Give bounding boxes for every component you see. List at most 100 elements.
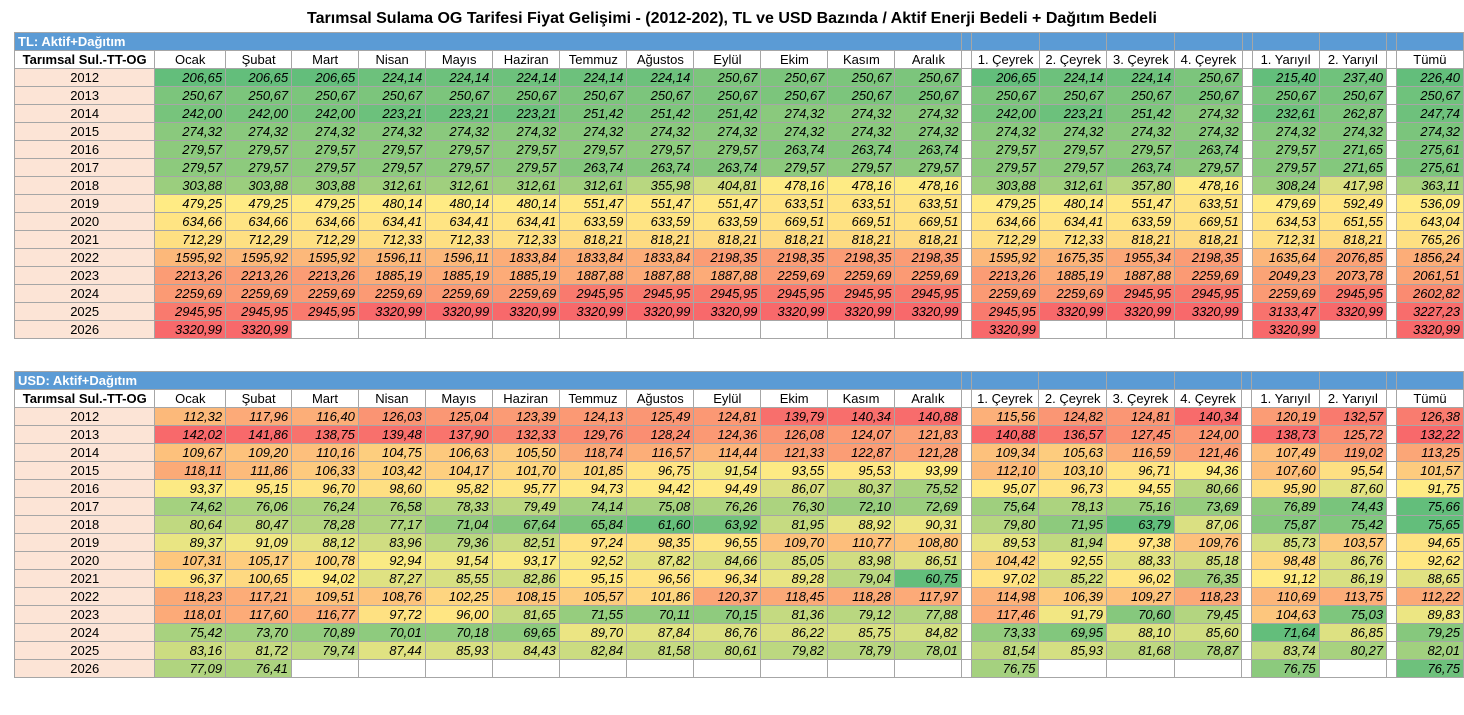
- value-cell: 70,11: [626, 605, 695, 624]
- value-cell: 121,46: [1173, 443, 1243, 462]
- value-cell: 87,84: [626, 623, 695, 642]
- year-cell: 2017: [13, 158, 156, 177]
- value-cell: 250,67: [693, 68, 762, 87]
- table-row: 2022 1595,92 1595,92 1595,92 1596,11 1596,11 1…: [13, 248, 1464, 267]
- value-cell: 91,54: [424, 551, 493, 570]
- empty-cell: [626, 659, 695, 678]
- column-gap: [961, 122, 973, 141]
- column-header: Nisan: [358, 50, 427, 69]
- value-cell: 85,05: [760, 551, 829, 570]
- column-gap: [1385, 230, 1397, 249]
- value-cell: 279,57: [626, 140, 695, 159]
- column-header: 4. Çeyrek: [1174, 50, 1243, 69]
- value-cell: 124,13: [558, 407, 628, 426]
- value-cell: 140,34: [1173, 407, 1243, 426]
- column-gap: [960, 389, 972, 408]
- value-cell: 85,93: [424, 641, 493, 660]
- value-cell: 86,85: [1318, 623, 1388, 642]
- empty-cell: [1106, 320, 1176, 339]
- value-cell: 274,32: [626, 122, 695, 141]
- year-cell: 2013: [13, 86, 156, 105]
- value-cell: 633,51: [894, 194, 963, 213]
- value-cell: 634,66: [154, 212, 227, 231]
- value-cell: 274,32: [760, 104, 829, 123]
- column-gap: [1385, 248, 1397, 267]
- row-header-label: Tarımsal Sul.-TT-OG: [13, 389, 156, 408]
- table-row: 2024 75,42 73,70 70,89 70,01 70,18 69,65 89,70 8…: [13, 623, 1464, 642]
- section-band: [1106, 371, 1175, 390]
- column-gap: [1385, 302, 1397, 321]
- value-cell: 262,87: [1318, 104, 1387, 123]
- section-band: [1038, 371, 1108, 390]
- value-cell: 279,57: [154, 158, 227, 177]
- value-cell: 101,57: [1395, 461, 1464, 480]
- value-cell: 223,21: [358, 104, 427, 123]
- value-cell: 82,86: [491, 569, 560, 588]
- value-cell: 3320,99: [154, 320, 227, 339]
- value-cell: 274,32: [693, 122, 762, 141]
- value-cell: 96,55: [693, 533, 762, 552]
- value-cell: 3320,99: [1174, 302, 1243, 321]
- column-gap: [1386, 659, 1397, 678]
- value-cell: 3320,99: [894, 302, 963, 321]
- column-header: Ağustos: [626, 50, 695, 69]
- column-gap: [961, 194, 973, 213]
- value-cell: 108,80: [893, 533, 962, 552]
- value-cell: 104,75: [357, 443, 426, 462]
- value-cell: 97,02: [970, 569, 1040, 588]
- value-cell: 633,51: [1174, 194, 1243, 213]
- year-cell: 2018: [13, 515, 156, 534]
- year-cell: 2012: [13, 407, 156, 426]
- value-cell: 1675,35: [1038, 248, 1108, 267]
- value-cell: 274,32: [1106, 122, 1176, 141]
- value-cell: 136,57: [1038, 425, 1108, 444]
- value-cell: 111,86: [225, 461, 293, 480]
- column-gap: [960, 425, 972, 444]
- empty-cell: [558, 659, 628, 678]
- value-cell: 102,25: [424, 587, 493, 606]
- column-gap: [961, 212, 973, 231]
- empty-cell: [893, 659, 962, 678]
- column-header: Eylül: [693, 50, 762, 69]
- column-gap: [1385, 212, 1397, 231]
- value-cell: 274,32: [154, 122, 227, 141]
- value-cell: 93,99: [893, 461, 962, 480]
- value-cell: 83,98: [827, 551, 895, 570]
- column-gap: [1241, 266, 1253, 285]
- value-cell: 117,46: [970, 605, 1040, 624]
- column-gap: [1386, 461, 1397, 480]
- empty-cell: [357, 659, 426, 678]
- value-cell: 1833,84: [626, 248, 695, 267]
- value-cell: 355,98: [626, 176, 695, 195]
- value-cell: 263,74: [1106, 158, 1176, 177]
- value-cell: 141,86: [225, 425, 293, 444]
- value-cell: 263,74: [693, 158, 762, 177]
- value-cell: 121,33: [760, 443, 829, 462]
- column-header: 4. Çeyrek: [1173, 389, 1243, 408]
- value-cell: 279,57: [894, 158, 963, 177]
- value-cell: 633,51: [827, 194, 896, 213]
- value-cell: 105,57: [558, 587, 628, 606]
- value-cell: 91,54: [693, 461, 762, 480]
- value-cell: 75,42: [154, 623, 227, 642]
- value-cell: 84,43: [491, 641, 560, 660]
- value-cell: 75,42: [1318, 515, 1388, 534]
- value-cell: 69,65: [491, 623, 560, 642]
- empty-cell: [1038, 659, 1108, 678]
- column-gap: [961, 248, 973, 267]
- empty-cell: [559, 320, 628, 339]
- value-cell: 3320,99: [827, 302, 896, 321]
- value-cell: 109,20: [225, 443, 293, 462]
- value-cell: 275,61: [1395, 140, 1464, 159]
- value-cell: 76,75: [1251, 659, 1320, 678]
- value-cell: 76,35: [1173, 569, 1243, 588]
- value-cell: 92,52: [558, 551, 628, 570]
- value-cell: 712,33: [425, 230, 494, 249]
- value-cell: 224,14: [626, 68, 695, 87]
- value-cell: 279,57: [291, 158, 360, 177]
- value-cell: 274,32: [827, 104, 896, 123]
- value-cell: 132,57: [1318, 407, 1388, 426]
- value-cell: 312,61: [559, 176, 628, 195]
- empty-cell: [1318, 659, 1388, 678]
- value-cell: 1887,88: [693, 266, 762, 285]
